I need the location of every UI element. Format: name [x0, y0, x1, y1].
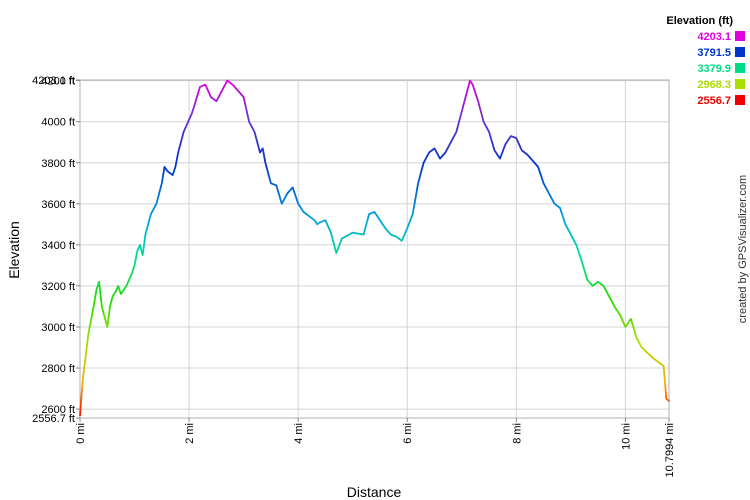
legend-title: Elevation (ft) [666, 15, 733, 27]
x-tick-label: 10 mi [620, 423, 632, 450]
x-axis-ticks: 0 mi 2 mi 4 mi 6 mi 8 mi 10 mi 10.7994 mi [75, 418, 676, 477]
y-tick-label: 3600 ft [41, 199, 75, 211]
y-tick-label: 3400 ft [41, 240, 75, 252]
y-axis-title: Elevation [6, 221, 22, 279]
x-axis-title: Distance [347, 484, 402, 500]
legend-entry-label: 3791.5 [697, 47, 731, 59]
legend-entry-label: 2968.3 [697, 79, 731, 91]
credit-text: created by GPSVisualizer.com [737, 175, 749, 323]
legend-swatch [735, 95, 745, 105]
y-tick-label: 3200 ft [41, 281, 75, 293]
legend-entry-label: 3379.9 [697, 63, 731, 75]
x-tick-label: 0 mi [75, 423, 87, 444]
legend-entry-label: 2556.7 [697, 95, 731, 107]
legend-swatch [735, 47, 745, 57]
x-tick-label: 6 mi [402, 423, 414, 444]
y-tick-label: 4000 ft [41, 117, 75, 129]
legend-swatch [735, 63, 745, 73]
x-tick-label: 8 mi [511, 423, 523, 444]
y-tick-label: 2800 ft [41, 363, 75, 375]
legend-swatch [735, 31, 745, 41]
y-tick-label: 3000 ft [41, 322, 75, 334]
y-tick-label: 2556.7 ft [32, 413, 75, 425]
y-tick-label: 4200 ft [41, 76, 75, 88]
legend: Elevation (ft) 4203.1 3791.5 3379.9 2968.3 2… [666, 15, 745, 107]
elevation-series-line [79, 79, 670, 417]
x-tick-label: 10.7994 mi [664, 423, 676, 477]
y-tick-label: 3800 ft [41, 158, 75, 170]
legend-swatch [735, 79, 745, 89]
x-tick-label: 2 mi [184, 423, 196, 444]
legend-entry-label: 4203.1 [697, 31, 731, 43]
plot-area-frame [79, 79, 670, 419]
y-tick-label: 4203.1 ft [32, 75, 75, 87]
x-tick-label: 4 mi [293, 423, 305, 444]
grid-lines [80, 80, 669, 418]
y-tick-label: 2600 ft [41, 404, 75, 416]
